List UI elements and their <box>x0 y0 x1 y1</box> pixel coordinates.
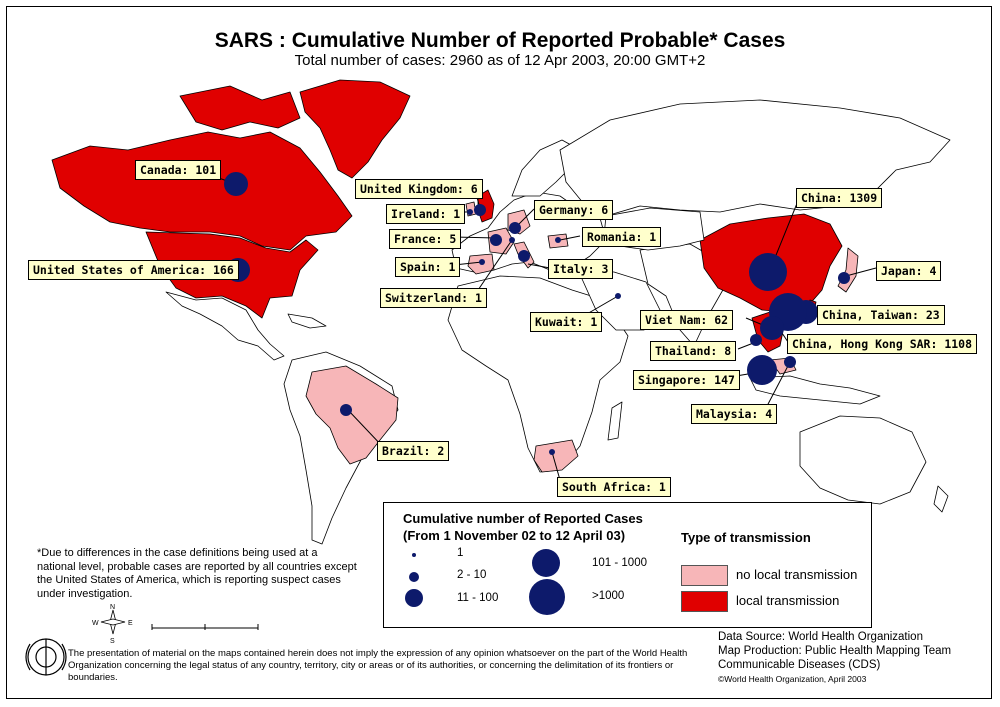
svg-text:E: E <box>128 620 133 627</box>
marker-brazil <box>340 404 352 416</box>
marker-uk <box>474 204 486 216</box>
australia-landmass <box>799 415 927 505</box>
legend-size-subtitle: (From 1 November 02 to 12 April 03) <box>403 528 626 543</box>
map-subtitle: Total number of cases: 2960 as of 12 Apr… <box>294 52 706 69</box>
legend-size-5: >1000 <box>592 590 625 602</box>
marker-germany <box>509 222 521 234</box>
label-uk: United Kingdom: 6 <box>355 179 483 199</box>
marker-southafrica <box>549 449 555 455</box>
disclaimer: The presentation of material on the maps… <box>68 648 688 683</box>
label-taiwan: China, Taiwan: 23 <box>817 305 945 325</box>
label-china: China: 1309 <box>796 188 883 208</box>
mexico-landmass <box>165 291 285 361</box>
label-singapore: Singapore: 147 <box>633 370 740 390</box>
greenland-landmass <box>299 79 411 179</box>
marker-china <box>749 253 787 291</box>
brazil-landmass <box>305 365 399 465</box>
svg-text:N: N <box>110 604 115 611</box>
marker-singapore <box>747 355 777 385</box>
legend-box: Cumulative number of Reported Cases (Fro… <box>383 502 872 628</box>
label-malaysia: Malaysia: 4 <box>691 404 778 424</box>
scale-bar <box>151 624 259 630</box>
marker-france <box>490 234 502 246</box>
russia-landmass <box>559 99 951 217</box>
legend-size-2: 2 - 10 <box>457 569 487 581</box>
svg-text:W: W <box>92 620 99 627</box>
new-zealand-landmass <box>933 485 949 513</box>
label-japan: Japan: 4 <box>876 261 942 281</box>
legend-local-label: local transmission <box>736 593 840 608</box>
legend-dot-1 <box>412 553 416 557</box>
credit-production: Map Production: Public Health Mapping Te… <box>718 645 952 657</box>
legend-swatch-no-local <box>681 565 728 586</box>
indonesia-islands <box>749 375 881 405</box>
caribbean-islands <box>287 313 327 329</box>
label-spain: Spain: 1 <box>395 257 461 277</box>
label-france: France: 5 <box>389 229 462 249</box>
label-vietnam: Viet Nam: 62 <box>640 310 734 330</box>
madagascar-landmass <box>607 401 623 441</box>
arctic-islands <box>179 85 301 131</box>
svg-text:S: S <box>110 638 115 645</box>
japan-landmass <box>837 247 859 293</box>
marker-japan <box>838 272 850 284</box>
who-emblem-logo <box>25 638 67 676</box>
marker-italy <box>518 250 530 262</box>
legend-dot-4 <box>532 549 560 577</box>
legend-transmission-title: Type of transmission <box>681 530 811 545</box>
credit-unit: Communicable Diseases (CDS) <box>718 659 881 671</box>
legend-swatch-local <box>681 591 728 612</box>
legend-size-title: Cumulative number of Reported Cases <box>403 511 643 526</box>
label-thailand: Thailand: 8 <box>650 341 737 361</box>
credits: Data Source: World Health Organization M… <box>718 630 951 686</box>
marker-ireland <box>467 209 473 215</box>
legend-dot-2 <box>409 572 419 582</box>
marker-canada <box>224 172 248 196</box>
marker-romania <box>555 237 561 243</box>
label-germany: Germany: 6 <box>534 200 614 220</box>
label-brazil: Brazil: 2 <box>377 441 450 461</box>
label-kuwait: Kuwait: 1 <box>530 312 603 332</box>
label-usa: United States of America: 166 <box>28 260 239 280</box>
marker-kuwait <box>615 293 621 299</box>
credit-source: Data Source: World Health Organization <box>718 631 923 643</box>
map-title: SARS : Cumulative Number of Reported Pro… <box>214 29 786 52</box>
marker-spain <box>479 259 485 265</box>
south-africa-landmass <box>533 439 579 473</box>
legend-size-1: 1 <box>457 547 464 559</box>
marker-malaysia <box>784 356 796 368</box>
label-hongkong: China, Hong Kong SAR: 1108 <box>787 334 978 354</box>
footnote: *Due to differences in the case definiti… <box>37 547 357 600</box>
legend-no-local-label: no local transmission <box>736 567 858 582</box>
label-romania: Romania: 1 <box>582 227 662 247</box>
compass-rose: N W E S <box>92 604 133 645</box>
legend-size-4: 101 - 1000 <box>592 557 647 569</box>
canada-landmass <box>51 131 353 251</box>
marker-vietnam <box>760 316 784 340</box>
label-ireland: Ireland: 1 <box>386 204 466 224</box>
legend-size-3: 11 - 100 <box>457 592 499 604</box>
label-canada: Canada: 101 <box>135 160 222 180</box>
label-italy: Italy: 3 <box>548 259 614 279</box>
map-frame <box>6 6 992 699</box>
legend-dot-5 <box>529 579 565 615</box>
marker-thailand <box>750 334 762 346</box>
label-switzerland: Switzerland: 1 <box>380 288 487 308</box>
credit-copyright: ©World Health Organization, April 2003 <box>718 674 867 684</box>
legend-dot-3 <box>405 589 423 607</box>
label-southafrica: South Africa: 1 <box>557 477 671 497</box>
marker-switzerland <box>509 237 515 243</box>
